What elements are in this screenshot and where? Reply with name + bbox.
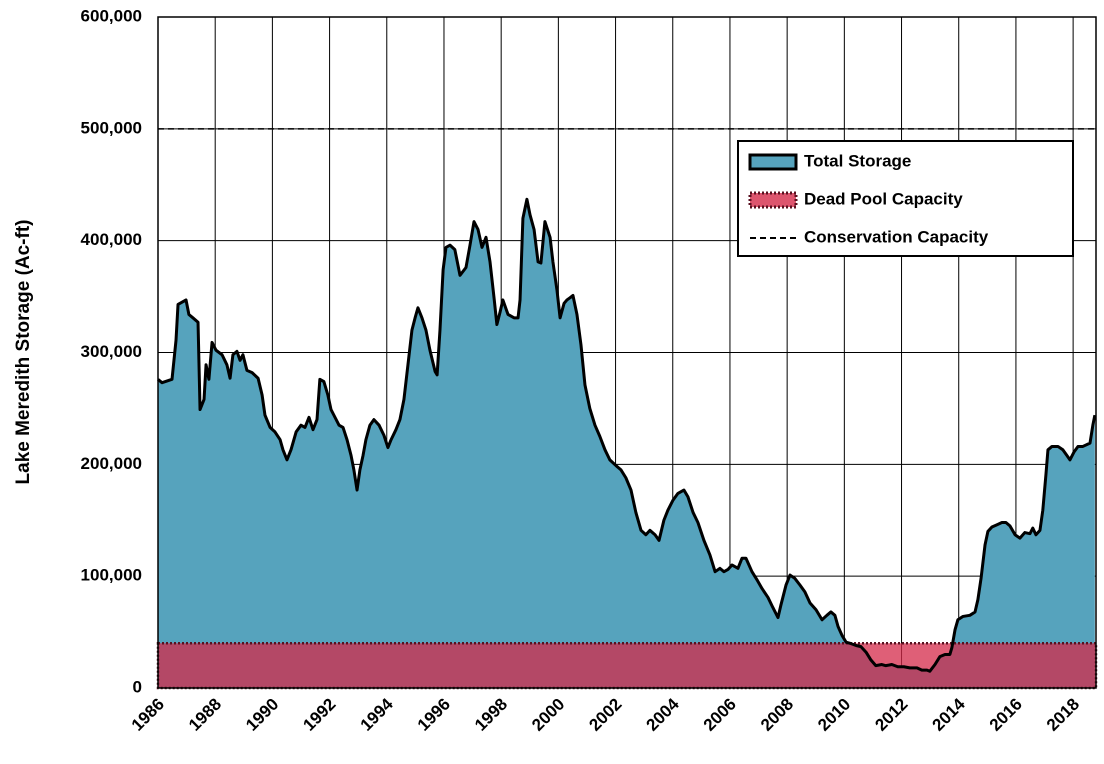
legend-label: Total Storage xyxy=(804,151,911,170)
dead-pool-band xyxy=(156,642,1098,690)
x-tick-label: 2018 xyxy=(1043,695,1083,735)
x-tick-label: 1990 xyxy=(242,695,282,735)
y-axis-title: Lake Meredith Storage (Ac-ft) xyxy=(13,220,34,485)
x-tick-label: 1988 xyxy=(185,695,225,735)
x-tick-label: 1996 xyxy=(414,695,454,735)
legend-label: Conservation Capacity xyxy=(804,227,989,246)
y-tick-label: 400,000 xyxy=(81,230,142,249)
y-tick-label: 300,000 xyxy=(81,342,142,361)
area-outline xyxy=(157,197,1097,673)
x-tick-label: 1994 xyxy=(357,694,398,735)
legend-label: Dead Pool Capacity xyxy=(804,189,963,208)
x-tick-label: 2012 xyxy=(871,695,911,735)
x-tick-label: 2010 xyxy=(814,695,854,735)
plot-frame xyxy=(157,16,1097,689)
x-tick-label: 2004 xyxy=(643,694,684,735)
legend-swatch xyxy=(748,191,798,209)
x-tick-label: 2006 xyxy=(700,695,740,735)
y-tick-label: 0 xyxy=(133,677,142,696)
y-tick-label: 200,000 xyxy=(81,454,142,473)
x-tick-label: 1998 xyxy=(471,695,511,735)
y-tick-label: 100,000 xyxy=(81,566,142,585)
x-tick-label: 1992 xyxy=(299,695,339,735)
legend: Total Storage Dead Pool Capacity Conservat… xyxy=(737,140,1074,257)
x-tick-label: 2002 xyxy=(585,695,625,735)
x-tick-label: 2014 xyxy=(929,694,970,735)
x-tick-label: 2008 xyxy=(757,695,797,735)
x-tick-label: 2000 xyxy=(528,695,568,735)
legend-swatch xyxy=(748,153,798,171)
y-tick-label: 600,000 xyxy=(81,6,142,25)
y-tick-label: 500,000 xyxy=(81,118,142,137)
x-tick-label: 2016 xyxy=(986,695,1026,735)
area xyxy=(158,199,1095,688)
x-tick-label: 1986 xyxy=(128,695,168,735)
